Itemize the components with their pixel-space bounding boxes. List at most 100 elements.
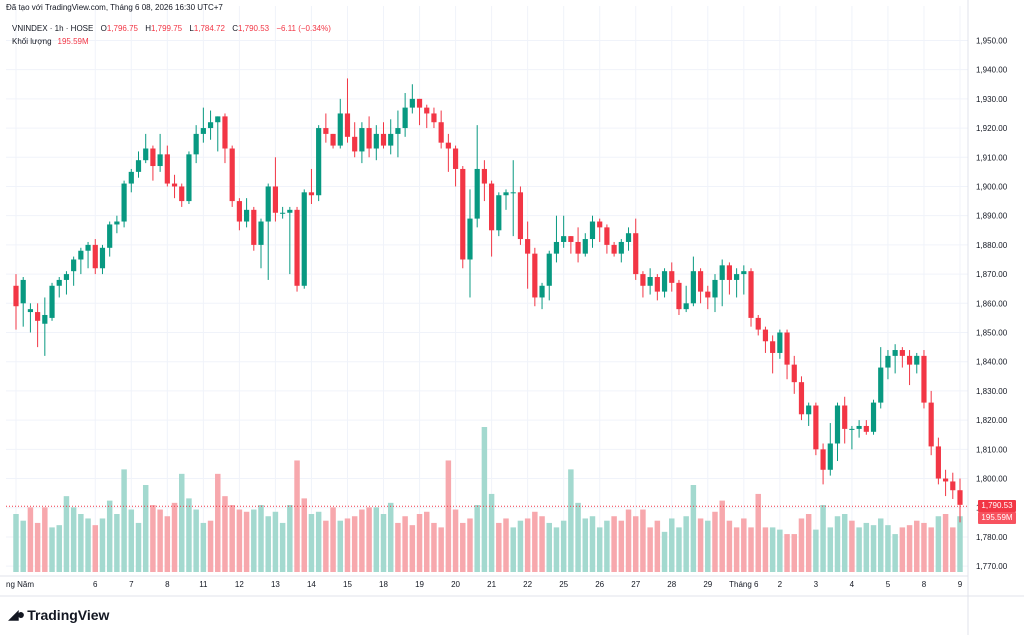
volume-bar bbox=[604, 520, 610, 572]
volume-bar bbox=[481, 427, 488, 572]
volume-bar bbox=[474, 505, 480, 572]
y-tick-label: 1,950.00 bbox=[976, 36, 1008, 45]
volume-bar bbox=[229, 505, 235, 572]
candle-body bbox=[553, 241, 560, 254]
volume-bar bbox=[870, 525, 877, 572]
candle-body bbox=[611, 244, 617, 254]
volume-bar bbox=[539, 516, 545, 572]
volume-bar bbox=[726, 520, 733, 572]
candle-body bbox=[726, 265, 732, 280]
x-tick-label: 5 bbox=[886, 580, 891, 589]
x-tick-label: 26 bbox=[595, 580, 604, 589]
candle-body bbox=[409, 98, 415, 108]
tradingview-logo[interactable]: ◢● TradingView bbox=[8, 606, 109, 623]
tradingview-logo-text: TradingView bbox=[27, 606, 110, 623]
candle-body bbox=[784, 332, 790, 365]
volume-bar bbox=[258, 505, 264, 572]
volume-bar bbox=[942, 514, 949, 572]
candle-body bbox=[935, 446, 941, 479]
candle-body bbox=[344, 113, 351, 137]
volume-bar bbox=[431, 522, 437, 572]
volume-bar bbox=[416, 514, 423, 572]
ohlc-change: −6.11 (−0.34%) bbox=[276, 24, 331, 33]
candle-body bbox=[575, 241, 581, 254]
candle-body bbox=[906, 355, 913, 365]
candle-body bbox=[878, 367, 884, 403]
volume-bar bbox=[387, 502, 394, 572]
volume-bar bbox=[611, 516, 617, 572]
volume-bar bbox=[49, 527, 55, 572]
volume-bar bbox=[301, 498, 307, 572]
candle-body bbox=[849, 428, 855, 430]
ohlc-low-value: 1,784.72 bbox=[193, 24, 225, 33]
x-tick-label: 27 bbox=[631, 580, 640, 589]
volume-bar bbox=[676, 527, 682, 572]
candle-body bbox=[251, 209, 257, 245]
candle-body bbox=[597, 221, 603, 228]
candle-body bbox=[395, 128, 401, 134]
candle-body bbox=[150, 148, 156, 167]
volume-bar bbox=[733, 527, 740, 572]
volume-bar bbox=[632, 516, 639, 572]
candle-body bbox=[71, 259, 77, 272]
candle-body bbox=[777, 332, 783, 353]
volume-bar bbox=[899, 527, 906, 572]
x-tick-label: 21 bbox=[487, 580, 496, 589]
candle-body bbox=[496, 195, 502, 231]
volume-bar bbox=[748, 527, 754, 572]
volume-bar bbox=[654, 520, 661, 572]
candle-body bbox=[697, 271, 704, 292]
volume-bar bbox=[63, 496, 70, 572]
volume-bar bbox=[315, 511, 322, 572]
volume-bar bbox=[344, 518, 351, 572]
candle-body bbox=[755, 317, 761, 330]
y-tick-label: 1,830.00 bbox=[976, 387, 1008, 396]
x-tick-label: 2 bbox=[778, 580, 783, 589]
candle-body bbox=[229, 148, 235, 202]
x-tick-label: 14 bbox=[307, 580, 316, 589]
candle-body bbox=[402, 107, 408, 129]
candle-body bbox=[179, 186, 185, 202]
candle-body bbox=[135, 160, 142, 172]
volume-bar bbox=[56, 525, 62, 572]
volume-bar bbox=[719, 500, 725, 572]
volume-bar bbox=[568, 469, 574, 572]
candle-body bbox=[957, 490, 963, 505]
candle-body bbox=[870, 402, 877, 432]
candle-body bbox=[56, 279, 62, 286]
candle-body bbox=[424, 107, 430, 114]
last-volume-tag: 195.59M bbox=[978, 512, 1016, 525]
symbol-label[interactable]: VNINDEX · 1h · HOSE bbox=[12, 24, 94, 33]
candle-body bbox=[92, 244, 98, 269]
volume-label[interactable]: Khối lượng bbox=[12, 37, 52, 46]
x-tick-label: 6 bbox=[93, 580, 98, 589]
candle-body bbox=[99, 247, 106, 269]
candle-body bbox=[921, 355, 927, 403]
y-tick-label: 1,810.00 bbox=[976, 445, 1008, 454]
volume-bar bbox=[272, 511, 279, 572]
volume-bar bbox=[171, 502, 178, 572]
y-tick-label: 1,940.00 bbox=[976, 66, 1008, 75]
ohlc-open-label: O bbox=[100, 24, 107, 33]
volume-bar bbox=[164, 516, 171, 572]
candle-body bbox=[287, 209, 293, 213]
volume-bar bbox=[193, 509, 199, 572]
ohlc-close-label: C bbox=[232, 24, 238, 33]
volume-bar bbox=[841, 514, 848, 572]
volume-bar bbox=[532, 511, 538, 572]
y-tick-label: 1,840.00 bbox=[976, 358, 1008, 367]
candle-body bbox=[373, 133, 379, 149]
volume-bar bbox=[467, 518, 473, 572]
volume-bar bbox=[914, 520, 920, 572]
candle-body bbox=[690, 271, 696, 304]
volume-bar bbox=[323, 520, 329, 572]
candle-body bbox=[618, 241, 624, 254]
volume-bar bbox=[546, 522, 552, 572]
x-tick-label: 28 bbox=[667, 580, 676, 589]
x-tick-label: 25 bbox=[559, 580, 568, 589]
tradingview-logo-icon: ◢● bbox=[8, 606, 25, 622]
volume-bar bbox=[452, 509, 459, 572]
candle-body bbox=[791, 364, 797, 383]
volume-bar bbox=[784, 534, 790, 572]
